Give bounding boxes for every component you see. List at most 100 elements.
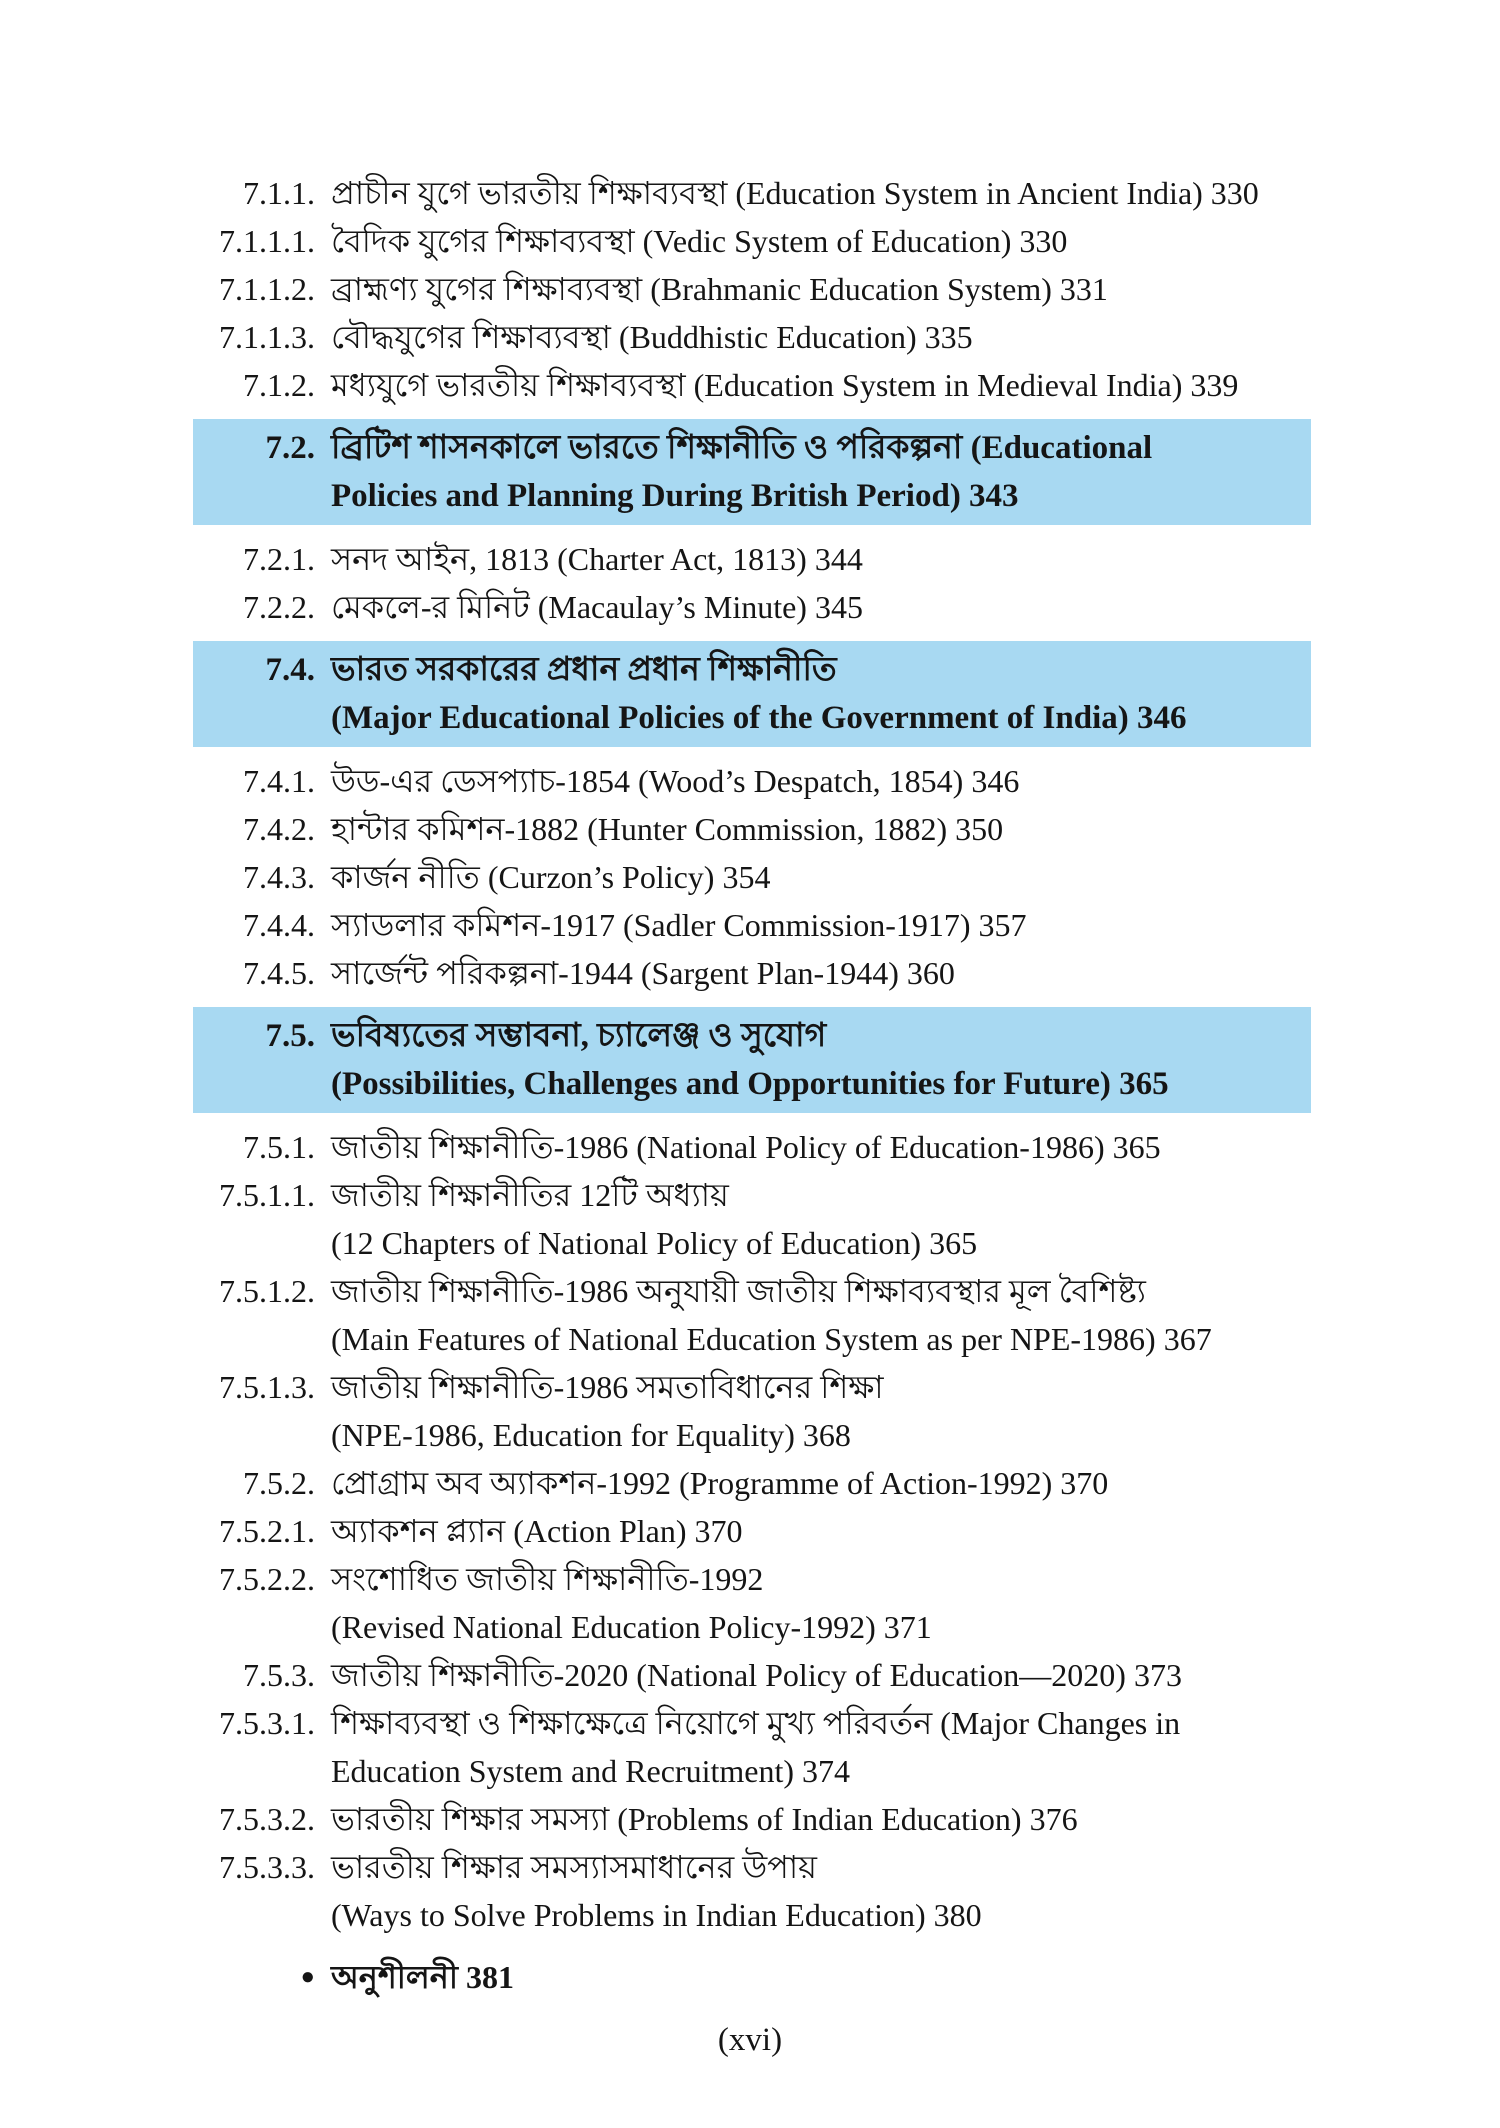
- toc-entry-line: প্রাচীন যুগে ভারতীয় শিক্ষাব্যবস্থা (Edu…: [331, 175, 1259, 211]
- toc-entry: 7.5.1.1. জাতীয় শিক্ষানীতির 12টি অধ্যায়…: [193, 1171, 1311, 1267]
- toc-entry-line: বৈদিক যুগের শিক্ষাব্যবস্থা (Vedic System…: [331, 223, 1068, 259]
- toc-entry-line: কার্জন নীতি (Curzon’s Policy) 354: [331, 859, 771, 895]
- toc-entry-line: ব্রিটিশ শাসনকালে ভারতে শিক্ষানীতি ও পরিক…: [331, 430, 1153, 466]
- toc-entry-number: 7.2.2.: [243, 589, 315, 625]
- toc-entry: 7.5.3.1. শিক্ষাব্যবস্থা ও শিক্ষাক্ষেত্রে…: [193, 1699, 1311, 1795]
- toc-entry: 7.4.4. স্যাডলার কমিশন-1917 (Sadler Commi…: [193, 901, 1311, 949]
- toc-entry-text: ভারতীয় শিক্ষার সমস্যা (Problems of Indi…: [315, 1795, 1311, 1843]
- toc-entry-number: 7.5.1.3.: [219, 1369, 315, 1405]
- toc-entry-text: অনুশীলনী 381: [315, 1953, 1311, 2001]
- toc-entry-line: (12 Chapters of National Policy of Educa…: [331, 1225, 978, 1261]
- toc-entry-number: 7.4.: [265, 652, 316, 688]
- toc-entry-number: 7.2.1.: [243, 541, 315, 577]
- toc-entry-text: জাতীয় শিক্ষানীতির 12টি অধ্যায় (12 Chapt…: [315, 1171, 1311, 1267]
- toc-entry: 7.5.3.2. ভারতীয় শিক্ষার সমস্যা (Problem…: [193, 1795, 1311, 1843]
- toc-entry-text: জাতীয় শিক্ষানীতি-2020 (National Policy …: [315, 1651, 1311, 1699]
- toc-section-header: 7.4. ভারত সরকারের প্রধান প্রধান শিক্ষানী…: [193, 641, 1311, 747]
- toc-entry-number: 7.1.1.2.: [219, 271, 315, 307]
- toc-entry-number: 7.1.2.: [243, 367, 315, 403]
- toc-entry-text: বৌদ্ধযুগের শিক্ষাব্যবস্থা (Buddhistic Ed…: [315, 313, 1311, 361]
- toc-entry-text: উড-এর ডেসপ্যাচ-1854 (Wood’s Despatch, 18…: [315, 757, 1311, 805]
- toc-entry-number: 7.5.1.2.: [219, 1273, 315, 1309]
- toc-entry-text: ভারতীয় শিক্ষার সমস্যাসমাধানের উপায় (Way…: [315, 1843, 1311, 1939]
- toc-entry-number: 7.5.3.3.: [219, 1849, 315, 1885]
- toc-entry-text: শিক্ষাব্যবস্থা ও শিক্ষাক্ষেত্রে নিয়োগে …: [315, 1699, 1311, 1795]
- toc-entry-line: ব্রাহ্মণ্য যুগের শিক্ষাব্যবস্থা (Brahman…: [331, 271, 1108, 307]
- toc-entry-line: শিক্ষাব্যবস্থা ও শিক্ষাক্ষেত্রে নিয়োগে …: [331, 1705, 1181, 1741]
- toc-entry-text: সার্জেন্ট পরিকল্পনা-1944 (Sargent Plan-1…: [315, 949, 1311, 997]
- bullet-icon: ●: [300, 1964, 316, 1990]
- toc-entry-text: হান্টার কমিশন-1882 (Hunter Commission, 1…: [315, 805, 1311, 853]
- toc-entry: 7.5.1.2. জাতীয় শিক্ষানীতি-1986 অনুযায়ী…: [193, 1267, 1311, 1363]
- toc-entry: 7.2.2. মেকলে-র মিনিট (Macaulay’s Minute)…: [193, 583, 1311, 631]
- toc-entry: 7.1.1.3. বৌদ্ধযুগের শিক্ষাব্যবস্থা (Budd…: [193, 313, 1311, 361]
- toc-entry: 7.4.3. কার্জন নীতি (Curzon’s Policy) 354: [193, 853, 1311, 901]
- toc-entry: 7.2.1. সনদ আইন, 1813 (Charter Act, 1813)…: [193, 535, 1311, 583]
- toc-entry-number: 7.2.: [265, 430, 316, 466]
- toc-entry-line: (NPE-1986, Education for Equality) 368: [331, 1417, 851, 1453]
- toc-entry-number: 7.5.: [265, 1018, 316, 1054]
- toc-entry: 7.4.2. হান্টার কমিশন-1882 (Hunter Commis…: [193, 805, 1311, 853]
- toc-entry-line: জাতীয় শিক্ষানীতি-1986 (National Policy …: [331, 1129, 1161, 1165]
- toc-entry: 7.5.2. প্রোগ্রাম অব অ্যাকশন-1992 (Progra…: [193, 1459, 1311, 1507]
- toc-entry-text: জাতীয় শিক্ষানীতি-1986 সমতাবিধানের শিক্ষ…: [315, 1363, 1311, 1459]
- toc-entry-line: (Main Features of National Education Sys…: [331, 1321, 1212, 1357]
- toc-entry-number: 7.5.3.: [243, 1657, 315, 1693]
- toc-entry: 7.5.2.1. অ্যাকশন প্ল্যান (Action Plan) 3…: [193, 1507, 1311, 1555]
- toc-entry-line: প্রোগ্রাম অব অ্যাকশন-1992 (Programme of …: [331, 1465, 1109, 1501]
- toc-entry-line: জাতীয় শিক্ষানীতির 12টি অধ্যায়: [331, 1177, 729, 1213]
- toc-entry: 7.1.2. মধ্যযুগে ভারতীয় শিক্ষাব্যবস্থা (…: [193, 361, 1311, 409]
- toc-entry-number: 7.1.1.: [243, 175, 315, 211]
- toc-entry-number: 7.4.3.: [243, 859, 315, 895]
- toc-entry-text: সনদ আইন, 1813 (Charter Act, 1813) 344: [315, 535, 1311, 583]
- toc-entry-line: Policies and Planning During British Per…: [331, 478, 1019, 514]
- toc-entry-line: স্যাডলার কমিশন-1917 (Sadler Commission-1…: [331, 907, 1027, 943]
- toc-entry: 7.5.1. জাতীয় শিক্ষানীতি-1986 (National …: [193, 1123, 1311, 1171]
- toc-entry: 7.4.1. উড-এর ডেসপ্যাচ-1854 (Wood’s Despa…: [193, 757, 1311, 805]
- toc-entry-line: (Ways to Solve Problems in Indian Educat…: [331, 1897, 982, 1933]
- toc-entry-line: উড-এর ডেসপ্যাচ-1854 (Wood’s Despatch, 18…: [331, 763, 1020, 799]
- toc-entry-line: (Revised National Education Policy-1992)…: [331, 1609, 932, 1645]
- page-number: (xvi): [717, 2022, 783, 2058]
- toc-entry: 7.5.3.3. ভারতীয় শিক্ষার সমস্যাসমাধানের …: [193, 1843, 1311, 1939]
- toc-entry-number: 7.5.2.1.: [219, 1513, 315, 1549]
- toc-entry-line: অনুশীলনী 381: [331, 1959, 515, 1995]
- toc-entry-line: জাতীয় শিক্ষানীতি-1986 সমতাবিধানের শিক্ষ…: [331, 1369, 884, 1405]
- toc-entry-number: 7.1.1.1.: [219, 223, 315, 259]
- toc-entry: 7.1.1.2. ব্রাহ্মণ্য যুগের শিক্ষাব্যবস্থা…: [193, 265, 1311, 313]
- toc-entry-line: মধ্যযুগে ভারতীয় শিক্ষাব্যবস্থা (Educati…: [331, 367, 1239, 403]
- toc-entry-text: ভারত সরকারের প্রধান প্রধান শিক্ষানীতি (Ma…: [315, 646, 1311, 742]
- toc-section-header: 7.2. ব্রিটিশ শাসনকালে ভারতে শিক্ষানীতি ও…: [193, 419, 1311, 525]
- toc-entry-number: 7.5.1.: [243, 1129, 315, 1165]
- toc-entry: 7.1.1. প্রাচীন যুগে ভারতীয় শিক্ষাব্যবস্…: [193, 169, 1311, 217]
- toc-entry: 7.5.2.2. সংশোধিত জাতীয় শিক্ষানীতি-1992 (…: [193, 1555, 1311, 1651]
- toc-entry: 7.4.5. সার্জেন্ট পরিকল্পনা-1944 (Sargent…: [193, 949, 1311, 997]
- toc-entry-text: মেকলে-র মিনিট (Macaulay’s Minute) 345: [315, 583, 1311, 631]
- toc-list: 7.1.1. প্রাচীন যুগে ভারতীয় শিক্ষাব্যবস্…: [193, 169, 1311, 2001]
- toc-entry-text: স্যাডলার কমিশন-1917 (Sadler Commission-1…: [315, 901, 1311, 949]
- toc-entry-number: 7.5.3.1.: [219, 1705, 315, 1741]
- toc-entry-number: 7.1.1.3.: [219, 319, 315, 355]
- toc-entry-line: (Major Educational Policies of the Gover…: [331, 700, 1187, 736]
- toc-entry-line: জাতীয় শিক্ষানীতি-2020 (National Policy …: [331, 1657, 1182, 1693]
- toc-entry-line: ভারতীয় শিক্ষার সমস্যা (Problems of Indi…: [331, 1801, 1078, 1837]
- toc-entry-text: সংশোধিত জাতীয় শিক্ষানীতি-1992 (Revised N…: [315, 1555, 1311, 1651]
- toc-entry-line: Education System and Recruitment) 374: [331, 1753, 850, 1789]
- toc-entry-line: মেকলে-র মিনিট (Macaulay’s Minute) 345: [331, 589, 863, 625]
- toc-entry-line: ভবিষ্যতের সম্ভাবনা, চ্যালেঞ্জ ও সুযোগ: [331, 1018, 827, 1054]
- toc-entry-number: 7.4.2.: [243, 811, 315, 847]
- toc-entry-line: (Possibilities, Challenges and Opportuni…: [331, 1066, 1169, 1102]
- toc-entry-number: 7.5.2.2.: [219, 1561, 315, 1597]
- toc-entry: 7.1.1.1. বৈদিক যুগের শিক্ষাব্যবস্থা (Ved…: [193, 217, 1311, 265]
- toc-bullet-item: ● অনুশীলনী 381: [193, 1953, 1311, 2001]
- toc-entry-text: জাতীয় শিক্ষানীতি-1986 অনুযায়ী জাতীয় শ…: [315, 1267, 1311, 1363]
- toc-entry-text: প্রোগ্রাম অব অ্যাকশন-1992 (Programme of …: [315, 1459, 1311, 1507]
- toc-entry-text: বৈদিক যুগের শিক্ষাব্যবস্থা (Vedic System…: [315, 217, 1311, 265]
- toc-entry-line: সার্জেন্ট পরিকল্পনা-1944 (Sargent Plan-1…: [331, 955, 955, 991]
- toc-entry-text: কার্জন নীতি (Curzon’s Policy) 354: [315, 853, 1311, 901]
- toc-entry-line: হান্টার কমিশন-1882 (Hunter Commission, 1…: [331, 811, 1004, 847]
- toc-entry-text: ভবিষ্যতের সম্ভাবনা, চ্যালেঞ্জ ও সুযোগ (Po…: [315, 1012, 1311, 1108]
- toc-entry-line: জাতীয় শিক্ষানীতি-1986 অনুযায়ী জাতীয় শ…: [331, 1273, 1146, 1309]
- toc-entry-number: 7.4.1.: [243, 763, 315, 799]
- toc-entry-line: সনদ আইন, 1813 (Charter Act, 1813) 344: [331, 541, 863, 577]
